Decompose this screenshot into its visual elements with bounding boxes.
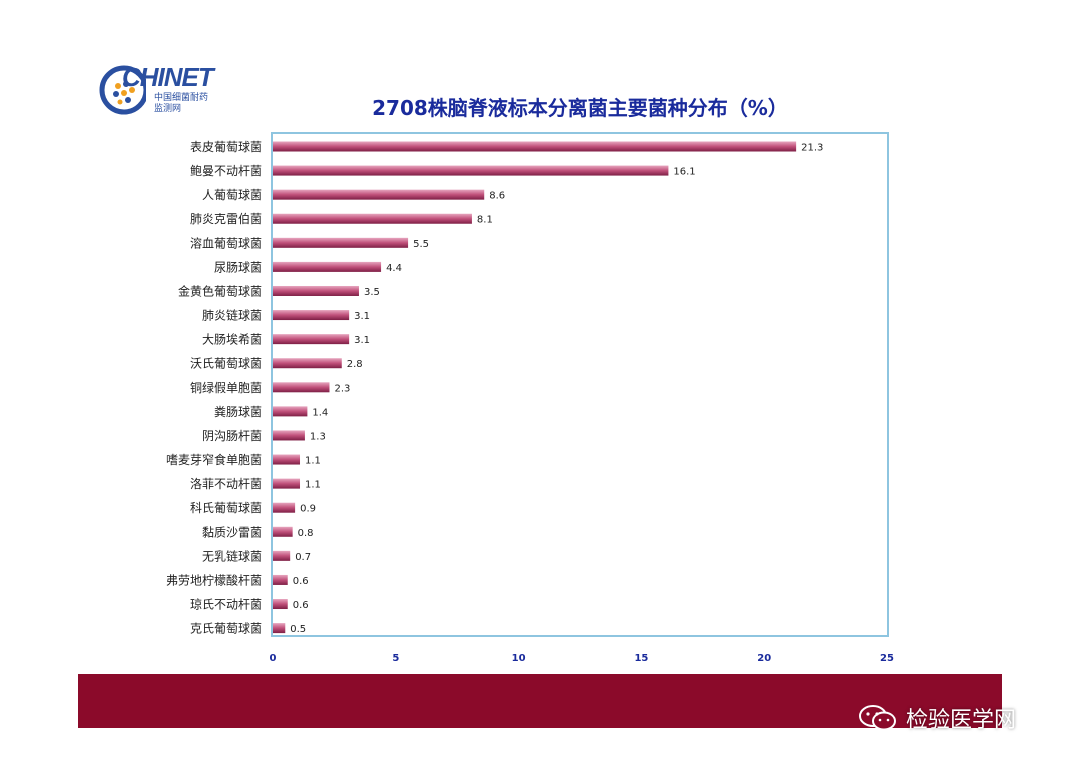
- category-label: 溶血葡萄球菌: [190, 235, 262, 250]
- x-tick-label: 10: [512, 653, 526, 664]
- bar: [273, 358, 342, 369]
- bar: [273, 430, 305, 441]
- bar: [273, 237, 409, 248]
- bar: [273, 165, 669, 176]
- logo-globe-icon: [99, 65, 146, 115]
- bar-value-label: 0.6: [293, 576, 309, 587]
- bar: [273, 526, 293, 537]
- bar: [273, 454, 301, 465]
- bar-value-label: 1.1: [305, 480, 321, 491]
- bar-value-label: 0.7: [295, 552, 311, 563]
- category-label: 人葡萄球菌: [202, 188, 262, 202]
- x-tick-label: 25: [880, 653, 894, 664]
- category-label: 尿肠球菌: [214, 260, 262, 274]
- category-label: 鲍曼不动杆菌: [190, 164, 262, 178]
- category-label: 沃氏葡萄球菌: [190, 357, 262, 371]
- category-label: 科氏葡萄球菌: [190, 501, 262, 515]
- category-label: 金黄色葡萄球菌: [178, 283, 262, 298]
- bar: [273, 213, 472, 224]
- x-tick-label: 5: [392, 653, 399, 664]
- bar-value-label: 0.5: [290, 624, 306, 635]
- watermark-text: 检验医学网: [906, 708, 1017, 733]
- logo-text: CHINET: [122, 62, 214, 92]
- bar-value-label: 1.4: [312, 407, 328, 418]
- bar: [273, 550, 291, 561]
- category-label: 粪肠球菌: [214, 405, 262, 419]
- logo-subtitle-2: 监测网: [154, 104, 182, 114]
- bar-value-label: 5.5: [413, 239, 429, 250]
- category-label: 嗜麦芽窄食单胞菌: [166, 452, 262, 467]
- watermark: 检验医学网: [858, 698, 1016, 738]
- category-label: 铜绿假单胞菌: [190, 380, 262, 395]
- bar-value-label: 3.1: [354, 311, 370, 322]
- bar-value-label: 0.6: [293, 600, 309, 611]
- category-label: 克氏葡萄球菌: [190, 622, 262, 636]
- bar-value-label: 8.6: [489, 191, 505, 202]
- category-label: 洛菲不动杆菌: [190, 476, 262, 491]
- x-tick-label: 0: [270, 653, 277, 664]
- bar: [273, 574, 288, 585]
- bar: [273, 623, 286, 634]
- bar-value-label: 1.3: [310, 431, 326, 442]
- category-label: 肺炎链球菌: [202, 308, 262, 323]
- footer-band: [78, 674, 1002, 728]
- category-label: 无乳链球菌: [202, 548, 262, 563]
- category-label: 弗劳地柠檬酸杆菌: [166, 572, 262, 587]
- bar-value-label: 21.3: [801, 143, 823, 154]
- bar-value-label: 2.8: [347, 359, 363, 370]
- bar: [273, 382, 330, 393]
- bar-value-label: 8.1: [477, 215, 493, 226]
- x-tick-label: 15: [634, 653, 648, 664]
- bar-value-label: 1.1: [305, 456, 321, 467]
- plot-frame: [271, 132, 889, 637]
- bar-value-label: 3.1: [354, 335, 370, 346]
- chart-title: 2708株脑脊液标本分离菌主要菌种分布（%）: [372, 96, 788, 120]
- bar-value-label: 0.9: [300, 504, 316, 515]
- bar: [273, 599, 288, 610]
- bar-value-label: 2.3: [334, 383, 350, 394]
- category-label: 大肠埃希菌: [202, 332, 262, 347]
- category-label: 肺炎克雷伯菌: [190, 211, 262, 226]
- bar-value-label: 4.4: [386, 263, 402, 274]
- category-label: 阴沟肠杆菌: [202, 429, 262, 443]
- category-label: 黏质沙雷菌: [202, 525, 262, 539]
- x-tick-label: 20: [757, 653, 771, 664]
- bar: [273, 334, 350, 345]
- bar: [273, 141, 797, 152]
- bar: [273, 478, 301, 489]
- logo-subtitle: 中国细菌耐药: [154, 93, 209, 103]
- bar-value-label: 3.5: [364, 287, 380, 298]
- category-label: 表皮葡萄球菌: [190, 140, 262, 154]
- bar: [273, 310, 350, 321]
- bar: [273, 285, 359, 296]
- bar-value-label: 0.8: [298, 528, 314, 539]
- bar: [273, 261, 382, 272]
- category-label: 琼氏不动杆菌: [190, 597, 262, 612]
- wechat-icon: [859, 705, 896, 731]
- bar: [273, 189, 485, 200]
- bar: [273, 406, 308, 417]
- bar: [273, 502, 296, 513]
- chinet-logo: CHINET 中国细菌耐药 监测网: [98, 60, 228, 116]
- bar-value-label: 16.1: [673, 167, 695, 178]
